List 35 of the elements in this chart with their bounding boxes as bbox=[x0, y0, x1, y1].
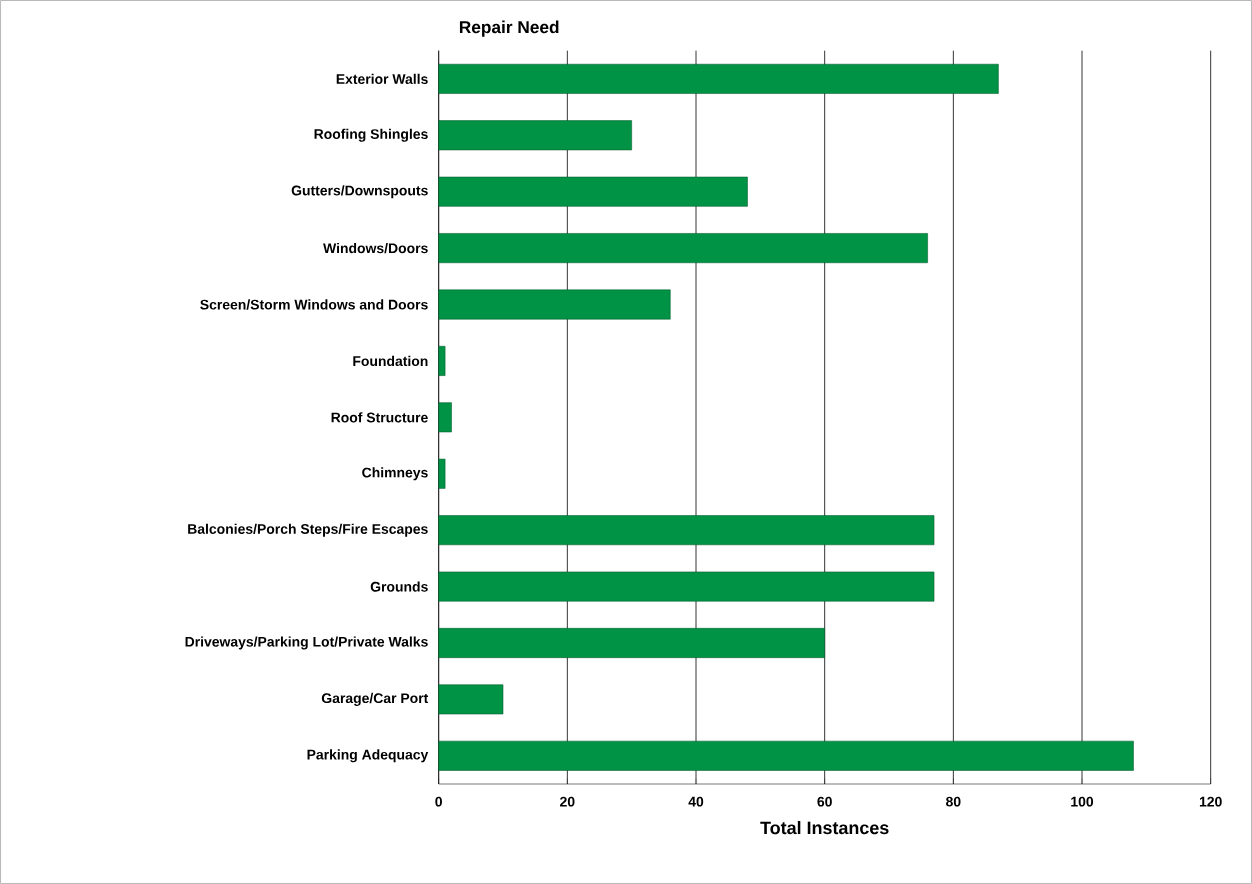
bar bbox=[438, 515, 935, 546]
y-tick-label: Parking Adequacy bbox=[307, 749, 429, 763]
bar bbox=[438, 628, 825, 658]
bar bbox=[438, 684, 504, 715]
y-tick-label: Foundation bbox=[353, 355, 428, 367]
y-tick-label: Windows/Doors bbox=[323, 242, 428, 254]
bar bbox=[438, 740, 1134, 771]
bar bbox=[438, 176, 748, 207]
x-tick-label: 60 bbox=[817, 796, 832, 807]
x-tick-label: 20 bbox=[560, 796, 575, 807]
chart-title: Repair Need bbox=[459, 20, 559, 37]
x-tick-label: 100 bbox=[1071, 796, 1094, 807]
bar bbox=[438, 402, 452, 433]
y-tick-label: Exterior Walls bbox=[336, 73, 428, 84]
bar bbox=[438, 571, 935, 602]
y-tick-label: Roof Structure bbox=[331, 412, 428, 423]
y-tick-label: Balconies/Porch Steps/Fire Escapes bbox=[188, 523, 428, 537]
x-tick-label: 0 bbox=[435, 796, 442, 807]
bar bbox=[438, 63, 999, 94]
bar bbox=[438, 120, 632, 151]
y-tick-label: Gutters/Downspouts bbox=[291, 185, 428, 199]
bar bbox=[438, 458, 446, 489]
y-tick-label: Roofing Shingles bbox=[314, 128, 428, 142]
x-tick-label: 80 bbox=[946, 796, 961, 807]
y-tick-label: Chimneys bbox=[362, 467, 428, 481]
y-tick-label: Garage/Car Port bbox=[321, 692, 429, 706]
x-tick-label: 120 bbox=[1199, 796, 1222, 807]
bar bbox=[438, 289, 671, 320]
y-tick-label: Grounds bbox=[370, 581, 428, 592]
x-tick-label: 40 bbox=[688, 796, 704, 807]
x-axis-title: Total Instances bbox=[760, 821, 889, 835]
bar bbox=[438, 345, 446, 376]
y-tick-label: Driveways/Parking Lot/Private Walks bbox=[185, 636, 428, 650]
y-tick-label: Screen/Storm Windows and Doors bbox=[200, 299, 428, 310]
bar bbox=[438, 233, 928, 264]
